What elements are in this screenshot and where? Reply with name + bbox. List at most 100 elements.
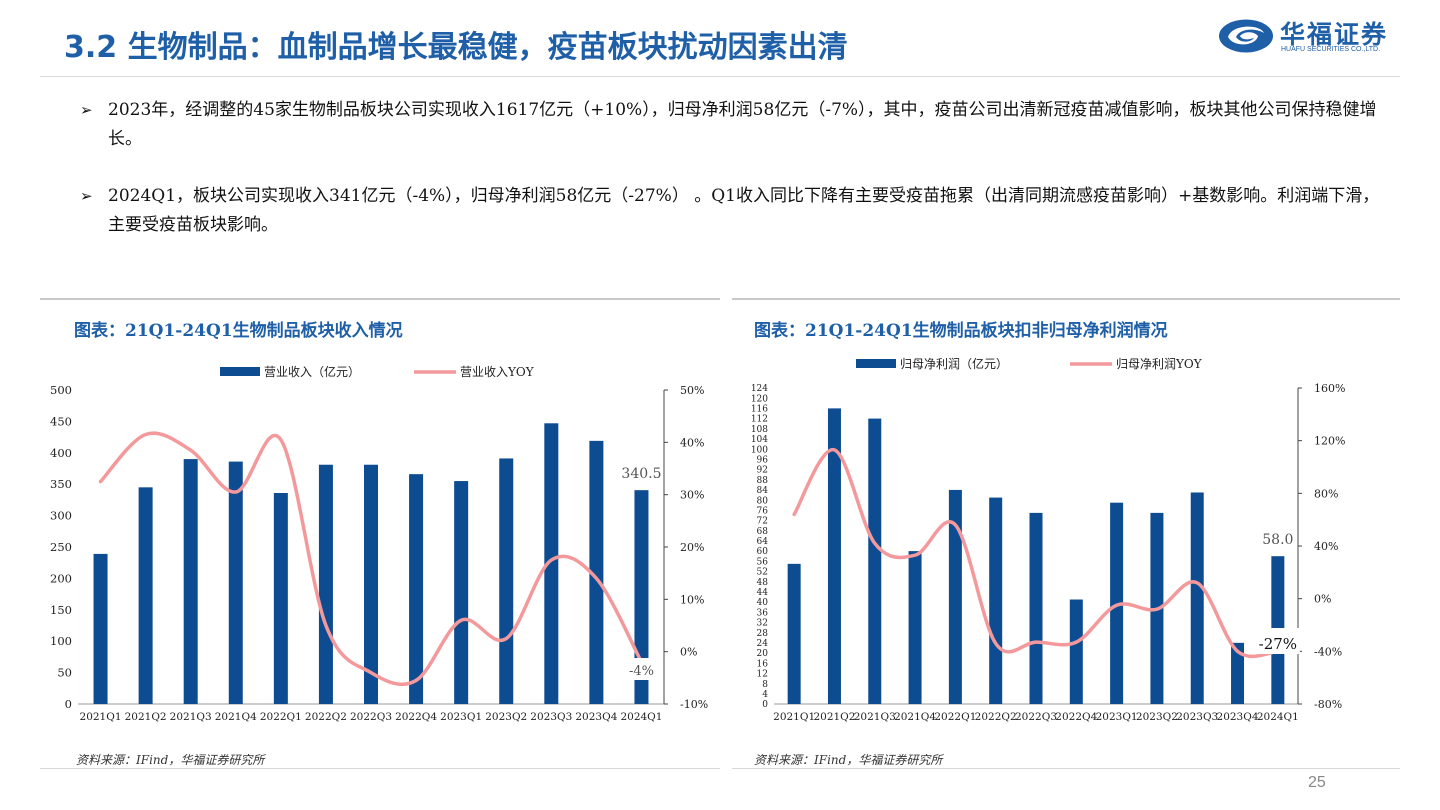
bar <box>827 408 841 704</box>
y-tick-label: 64 <box>757 537 769 547</box>
y-tick-label: 4 <box>762 690 768 700</box>
arrow-bullet-icon: ➢ <box>80 187 93 205</box>
bar <box>868 418 882 704</box>
y-tick-label: 300 <box>50 509 72 523</box>
bullet-point: ➢ 2024Q1，板块公司实现收入341亿元（-4%），归母净利润58亿元（-2… <box>80 182 1380 240</box>
y-tick-label: 400 <box>50 446 72 460</box>
bar <box>138 487 153 704</box>
x-tick-label: 2023Q3 <box>530 711 572 723</box>
bar <box>948 489 962 704</box>
x-tick-label: 2021Q2 <box>125 711 167 723</box>
x-tick-label: 2022Q3 <box>350 711 392 723</box>
panel-top-rule <box>40 298 720 300</box>
bar <box>787 563 801 704</box>
y2-tick-label: 40% <box>1314 540 1338 553</box>
y-tick-label: 68 <box>757 527 769 537</box>
bar <box>1069 599 1083 704</box>
y2-tick-label: 30% <box>680 489 704 502</box>
bar <box>318 464 333 704</box>
y-tick-label: 108 <box>751 425 768 435</box>
y-tick-label: 24 <box>757 639 769 649</box>
bar <box>1190 492 1204 704</box>
x-tick-label: 2021Q3 <box>170 711 212 723</box>
y-tick-label: 100 <box>50 634 72 648</box>
y2-tick-label: 10% <box>680 593 704 606</box>
legend-bar-swatch <box>856 359 896 368</box>
x-tick-label: 2022Q2 <box>305 711 347 723</box>
y-tick-label: 112 <box>751 415 768 425</box>
y-tick-label: 0 <box>762 700 768 710</box>
yoy-line <box>98 431 644 686</box>
legend-label: 营业收入YOY <box>460 365 535 379</box>
logo-chinese: 华福证券 <box>1280 20 1389 49</box>
x-tick-label: 2022Q3 <box>1015 711 1057 723</box>
bullet-point: ➢ 2023年，经调整的45家生物制品板块公司实现收入1617亿元（+10%），… <box>80 96 1380 154</box>
y2-tick-label: 80% <box>1314 487 1338 500</box>
y-tick-label: 76 <box>757 506 769 516</box>
bar <box>634 490 649 704</box>
y2-tick-label: 20% <box>680 541 704 554</box>
bar <box>364 464 378 704</box>
y-tick-label: 50 <box>57 666 72 680</box>
y2-tick-label: 50% <box>680 384 704 397</box>
data-label: 340.5 <box>621 466 661 482</box>
x-tick-label: 2021Q4 <box>894 711 936 723</box>
bar <box>544 423 559 704</box>
bar <box>409 474 424 704</box>
y-tick-label: 96 <box>757 456 769 466</box>
y2-tick-label: 160% <box>1314 382 1345 395</box>
bar <box>1231 642 1245 704</box>
y2-tick-label: -40% <box>1314 645 1342 658</box>
legend-bar-swatch <box>220 367 260 376</box>
y2-tick-label: 0% <box>680 646 697 659</box>
x-tick-label: 2023Q4 <box>575 711 617 723</box>
y-tick-label: 92 <box>757 466 768 476</box>
y-tick-label: 250 <box>50 540 72 554</box>
x-tick-label: 2021Q1 <box>80 711 122 723</box>
bullet-text: 2023年，经调整的45家生物制品板块公司实现收入1617亿元（+10%），归母… <box>108 100 1377 149</box>
x-tick-label: 2021Q3 <box>854 711 896 723</box>
y-tick-label: 40 <box>757 598 769 608</box>
x-tick-label: 2021Q1 <box>773 711 815 723</box>
bar <box>989 497 1003 704</box>
x-tick-label: 2021Q2 <box>813 711 855 723</box>
y-tick-label: 84 <box>757 486 769 496</box>
bar <box>454 481 469 704</box>
bar <box>93 553 108 704</box>
y-tick-label: 150 <box>50 603 72 617</box>
y-tick-label: 88 <box>757 476 769 486</box>
page-title: 3.2 生物制品：血制品增长最稳健，疫苗板块扰动因素出清 <box>64 30 848 65</box>
data-label: -27% <box>1259 635 1297 653</box>
revenue-chart: 0 50 100 150 200 250 300 350 400 450 500 -10% 0% 10% 2… <box>50 364 708 723</box>
y-tick-label: 12 <box>757 670 768 680</box>
source-divider <box>40 768 720 769</box>
y2-tick-label: 120% <box>1314 435 1345 448</box>
x-tick-label: 2023Q3 <box>1176 711 1218 723</box>
x-tick-label: 2024Q1 <box>620 711 662 723</box>
y-tick-label: 28 <box>757 629 769 639</box>
y-tick-label: 44 <box>757 588 769 598</box>
y-tick-label: 60 <box>757 547 769 557</box>
x-tick-label: 2022Q1 <box>934 711 976 723</box>
panel-top-rule <box>732 298 1400 300</box>
y-tick-label: 56 <box>757 557 769 567</box>
data-label-background <box>1255 628 1300 654</box>
logo-english: HUAFU SECURITIES CO.,LTD. <box>1281 46 1381 53</box>
y-tick-label: 124 <box>751 384 768 394</box>
bar <box>1110 502 1124 704</box>
profit-chart: 0481216202428323640444852566064687276808… <box>751 356 1346 723</box>
y-tick-label: 36 <box>757 608 769 618</box>
y-tick-label: 200 <box>50 571 72 585</box>
y-tick-label: 72 <box>757 517 768 527</box>
yoy-line <box>792 448 1280 659</box>
y-tick-label: 16 <box>757 659 769 669</box>
data-label-background <box>626 658 657 680</box>
page-number: 25 <box>1308 774 1326 791</box>
y-tick-label: 8 <box>762 680 768 690</box>
chart-title-profit: 图表：21Q1-24Q1生物制品板块扣非归母净利润情况 <box>754 321 1168 341</box>
chart-source-profit: 资料来源：IFind，华福证券研究所 <box>754 753 943 767</box>
y-tick-label: 80 <box>757 496 769 506</box>
y2-tick-label: 0% <box>1314 593 1331 606</box>
bar <box>589 440 604 704</box>
bar <box>228 461 243 704</box>
